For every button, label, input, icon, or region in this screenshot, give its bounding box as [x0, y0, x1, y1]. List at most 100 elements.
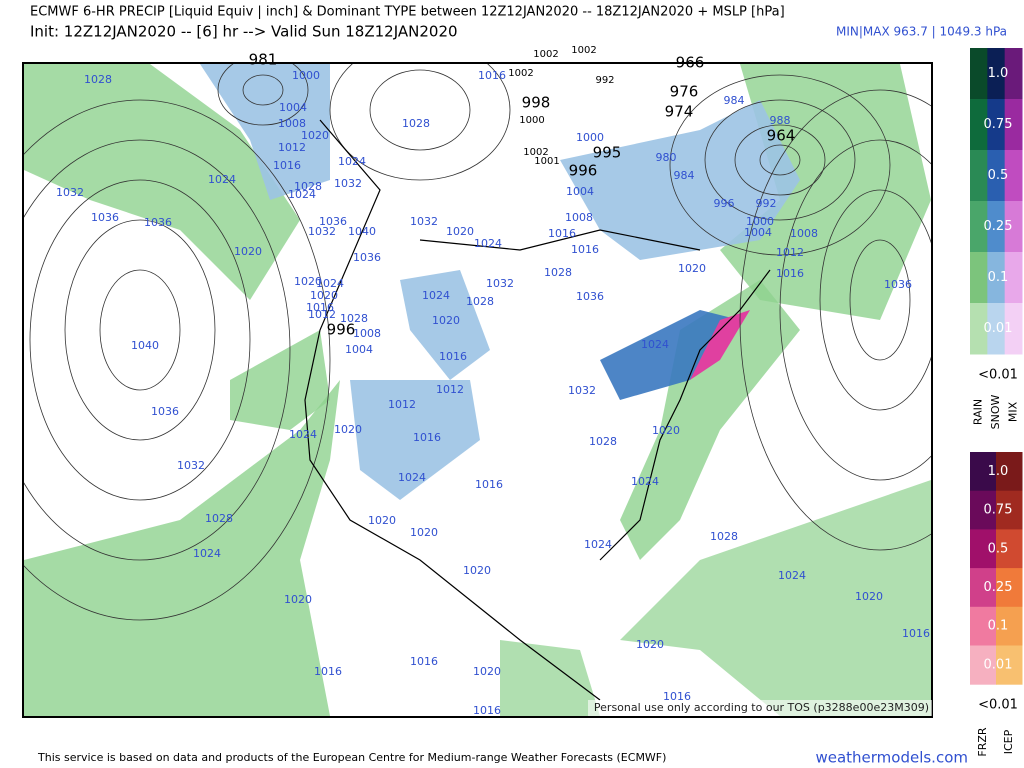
isobar-label: 1020 — [652, 424, 680, 437]
precip-area — [24, 380, 340, 716]
pressure-label: 1002 — [523, 147, 548, 158]
legend-swatch — [987, 201, 1006, 253]
pressure-label: 1000 — [519, 115, 544, 126]
mix-area — [690, 310, 750, 380]
isobar-label: 1004 — [279, 101, 307, 114]
isobar-label: 1036 — [144, 216, 172, 229]
isobar-label: 1036 — [91, 211, 119, 224]
isobar-label: 1040 — [348, 225, 376, 238]
isobar-label: 1020 — [334, 423, 362, 436]
legend-level: 0.75 — [984, 117, 1013, 132]
isobar-label: 988 — [770, 114, 791, 127]
isobar-label: 1028 — [544, 266, 572, 279]
map: Personal use only according to our TOS (… — [22, 45, 933, 718]
legend-swatch — [1004, 303, 1023, 355]
isobar-label: 980 — [656, 151, 677, 164]
isobar-label: 1016 — [273, 159, 301, 172]
legend-swatch — [970, 529, 997, 569]
isobar-label: 1036 — [576, 290, 604, 303]
isobar-label: 1020 — [432, 314, 460, 327]
isobar-label: 1020 — [463, 564, 491, 577]
site: weathermodels.com — [815, 749, 968, 767]
legend-level: 0.5 — [988, 168, 1009, 183]
isobar-label: 1024 — [778, 569, 806, 582]
center-pressure: 981 — [249, 51, 278, 69]
isobar-label: 1016 — [663, 690, 691, 703]
legend-level: 0.1 — [988, 619, 1009, 634]
legend-swatch — [1004, 150, 1023, 202]
center-pressure: 974 — [665, 103, 694, 121]
min-max: MIN|MAX 963.7 | 1049.3 hPa — [836, 25, 1007, 39]
center-pressure: 966 — [676, 54, 705, 72]
legend-swatch — [987, 303, 1006, 355]
legend-type: SNOW — [989, 395, 1002, 430]
pressure-label: 1002 — [508, 68, 533, 79]
isobar-label: 996 — [714, 197, 735, 210]
isobar-label: 1032 — [56, 186, 84, 199]
isobar-label: 1028 — [294, 180, 322, 193]
legend-swatch — [970, 201, 988, 253]
isobar-label: 1028 — [710, 530, 738, 543]
isobar-label: 1016 — [776, 267, 804, 280]
isobar-label: 1000 — [576, 131, 604, 144]
isobar-label: 1016 — [314, 665, 342, 678]
isobar-label: 1020 — [284, 593, 312, 606]
precip-area — [500, 640, 600, 716]
isobar-label: 984 — [674, 169, 695, 182]
isobar-label: 1020 — [636, 638, 664, 651]
legend-swatch — [987, 150, 1006, 202]
isobar-label: 1032 — [486, 277, 514, 290]
isobar-label: 1016 — [475, 478, 503, 491]
isobar-label: 1016 — [902, 627, 930, 640]
isobar-label: 1000 — [746, 215, 774, 228]
legend-swatch — [1004, 48, 1023, 100]
isobar-label: 1032 — [410, 215, 438, 228]
isobar-label: 1036 — [353, 251, 381, 264]
center-pressure: 996 — [327, 321, 356, 339]
legend-swatch — [987, 48, 1006, 100]
legend-swatch — [996, 568, 1023, 608]
isobar-label: 1016 — [306, 301, 334, 314]
legend-level: 1.0 — [988, 66, 1009, 81]
legend-swatch — [970, 568, 997, 608]
isobar-label: 1004 — [345, 343, 373, 356]
isobar-label: 1016 — [478, 69, 506, 82]
center-pressure: 964 — [767, 127, 796, 145]
legend-swatch — [970, 606, 997, 646]
isobar-label: 1020 — [301, 129, 329, 142]
precip-area — [620, 480, 931, 716]
legend-level: 0.01 — [984, 657, 1013, 672]
isobar-label: 1008 — [790, 227, 818, 240]
legend-level: 0.5 — [988, 541, 1009, 556]
isobar-label: 1036 — [151, 405, 179, 418]
pressure-label: 1002 — [533, 49, 558, 60]
isobar-label: 1036 — [319, 215, 347, 228]
isobar-label: 1020 — [678, 262, 706, 275]
center-pressure: 995 — [593, 144, 622, 162]
isobar-label: 1020 — [446, 225, 474, 238]
isobar-label: 1020 — [855, 590, 883, 603]
isobar-label: 1012 — [436, 383, 464, 396]
isobar-label: 1020 — [473, 665, 501, 678]
isobar-label: 984 — [724, 94, 745, 107]
legend-swatch — [996, 452, 1023, 492]
legend-swatch — [970, 48, 988, 100]
legend-type: RAIN — [972, 399, 985, 425]
init-line: Init: 12Z12JAN2020 -- [6] hr --> Valid S… — [30, 23, 458, 41]
pressure-label: 1002 — [571, 45, 596, 56]
isobars — [24, 64, 931, 621]
disclaimer-bg — [588, 700, 932, 716]
isobar-label: 1028 — [402, 117, 430, 130]
legend-level: 0.25 — [984, 580, 1013, 595]
isobar-label: 1024 — [584, 538, 612, 551]
isobar-label: 1016 — [571, 243, 599, 256]
isobar-label: 1024 — [289, 428, 317, 441]
precip-area — [24, 64, 300, 300]
isobar-label: 1012 — [776, 246, 804, 259]
legend-below: <0.01 — [978, 698, 1018, 713]
isobar-label: 1008 — [278, 117, 306, 130]
map-layers — [24, 64, 931, 716]
legend-swatch — [970, 99, 988, 151]
legend-swatch — [996, 645, 1023, 685]
isobar-label: 1008 — [353, 327, 381, 340]
